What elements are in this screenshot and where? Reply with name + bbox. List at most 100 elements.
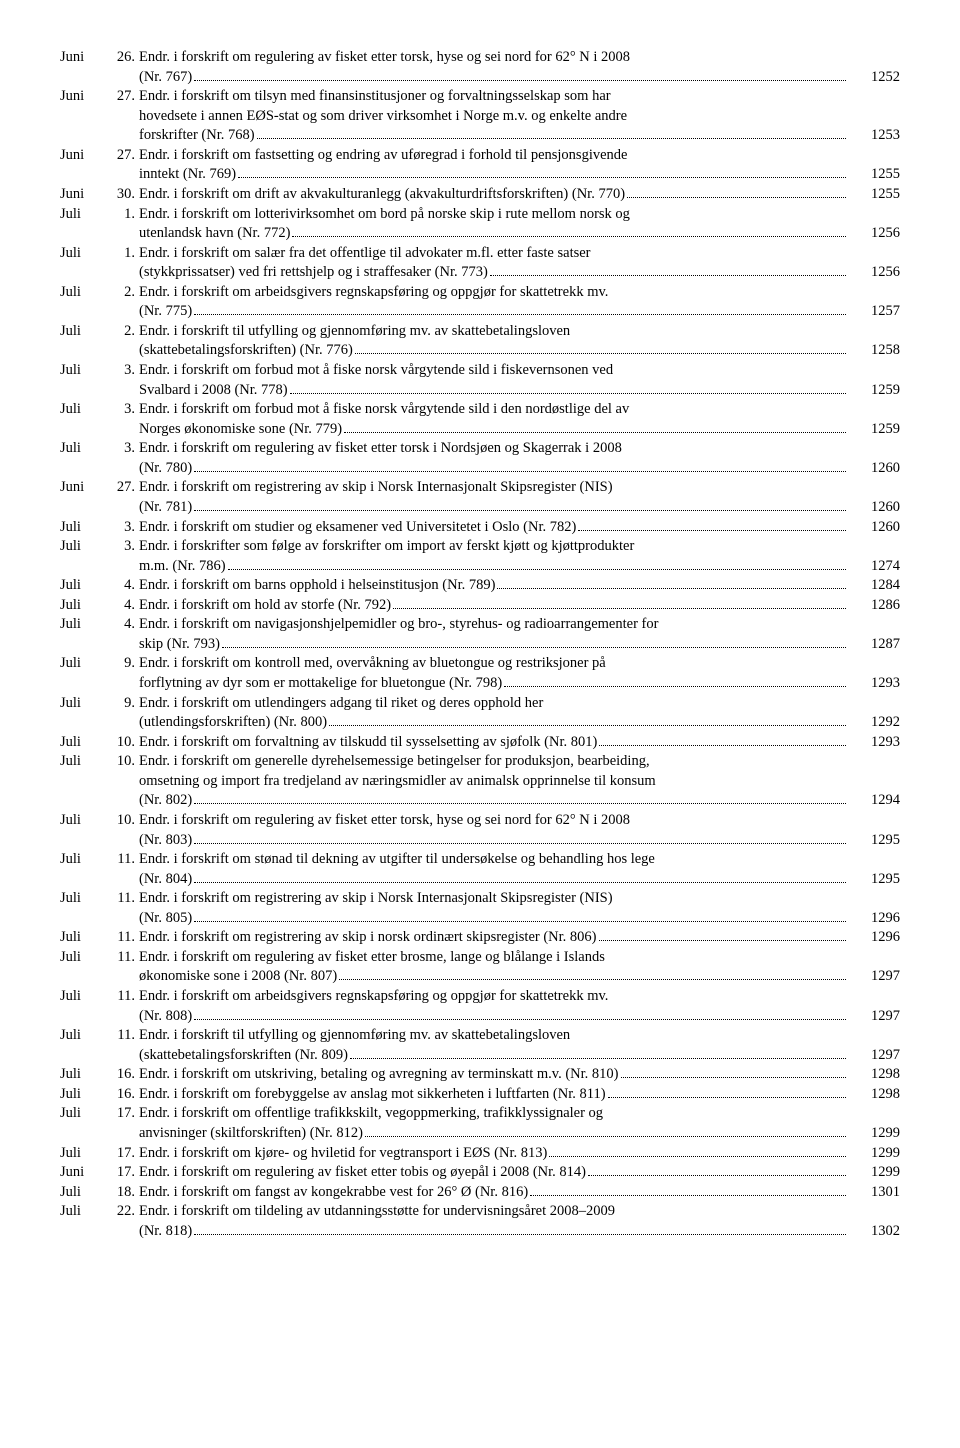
entry-body: Endr. i forskrift om salær fra det offen… — [139, 244, 900, 283]
entry-body: Endr. i forskrift om fangst av kongekrab… — [139, 1183, 900, 1203]
leader-dots — [228, 558, 846, 569]
entry-line: (Nr. 775)1257 — [139, 302, 900, 322]
entry-text: Endr. i forskrift om salær fra det offen… — [139, 244, 591, 264]
entry-text: inntekt (Nr. 769) — [139, 165, 236, 185]
entry-text: Endr. i forskrift om hold av storfe (Nr.… — [139, 596, 391, 616]
entry-month: Juli — [60, 1183, 105, 1203]
toc-entry: Juli16.Endr. i forskrift om forebyggelse… — [60, 1085, 900, 1105]
entry-line: (Nr. 781)1260 — [139, 498, 900, 518]
entry-text: forskrifter (Nr. 768) — [139, 126, 255, 146]
leader-dots — [194, 461, 846, 472]
entry-line: Endr. i forskrift om regulering av fiske… — [139, 1163, 900, 1183]
entry-day: 11. — [105, 1026, 139, 1046]
entry-body: Endr. i forskrift om stønad til dekning … — [139, 850, 900, 889]
entry-page: 1255 — [850, 185, 900, 205]
entry-text: økonomiske sone i 2008 (Nr. 807) — [139, 967, 337, 987]
entry-page: 1252 — [850, 68, 900, 88]
entry-line: (Nr. 803)1295 — [139, 831, 900, 851]
entry-day: 4. — [105, 576, 139, 596]
toc-entry: Juni17.Endr. i forskrift om regulering a… — [60, 1163, 900, 1183]
entry-text: forflytning av dyr som er mottakelige fo… — [139, 674, 502, 694]
entry-body: Endr. i forskrift om arbeidsgivers regns… — [139, 283, 900, 322]
toc-entry: Juni27.Endr. i forskrift om registrering… — [60, 478, 900, 517]
entry-day: 1. — [105, 244, 139, 264]
entry-month: Juli — [60, 928, 105, 948]
entry-text: (Nr. 805) — [139, 909, 192, 929]
leader-dots — [238, 167, 846, 178]
entry-page: 1292 — [850, 713, 900, 733]
toc-entry: Juli11.Endr. i forskrift om arbeidsgiver… — [60, 987, 900, 1026]
entry-line: Endr. i forskrift om forebyggelse av ans… — [139, 1085, 900, 1105]
entry-line: (utlendingsforskriften) (Nr. 800) 1292 — [139, 713, 900, 733]
entry-line: Endr. i forskrift om barns opphold i hel… — [139, 576, 900, 596]
entry-month: Juli — [60, 733, 105, 753]
entry-line: Endr. i forskrift om regulering av fiske… — [139, 439, 900, 459]
entry-line: Endr. i forskrift om lotterivirksomhet o… — [139, 205, 900, 225]
entry-line: Endr. i forskrift om regulering av fiske… — [139, 811, 900, 831]
entry-line: Endr. i forskrift om registrering av ski… — [139, 928, 900, 948]
entry-body: Endr. i forskrift om forvaltning av tils… — [139, 733, 900, 753]
entry-line: Endr. i forskrift til utfylling og gjenn… — [139, 322, 900, 342]
entry-page: 1259 — [850, 420, 900, 440]
leader-dots — [194, 304, 846, 315]
table-of-contents: Juni26.Endr. i forskrift om regulering a… — [60, 48, 900, 1241]
entry-line: (Nr. 805) 1296 — [139, 909, 900, 929]
toc-entry: Juli4.Endr. i forskrift om hold av storf… — [60, 596, 900, 616]
entry-text: (utlendingsforskriften) (Nr. 800) — [139, 713, 327, 733]
entry-text: Endr. i forskrift om regulering av fiske… — [139, 948, 605, 968]
entry-month: Juli — [60, 537, 105, 557]
entry-page: 1295 — [850, 831, 900, 851]
leader-dots — [355, 343, 846, 354]
entry-line: (skattebetalingsforskriften (Nr. 809)129… — [139, 1046, 900, 1066]
entry-body: Endr. i forskrift om forebyggelse av ans… — [139, 1085, 900, 1105]
entry-body: Endr. i forskrift om forbud mot å fiske … — [139, 361, 900, 400]
entry-body: Endr. i forskrift til utfylling og gjenn… — [139, 1026, 900, 1065]
entry-day: 10. — [105, 752, 139, 772]
entry-month: Juni — [60, 185, 105, 205]
entry-line: forflytning av dyr som er mottakelige fo… — [139, 674, 900, 694]
leader-dots — [290, 382, 846, 393]
entry-page: 1257 — [850, 302, 900, 322]
entry-text: Endr. i forskrift om kontroll med, overv… — [139, 654, 606, 674]
entry-day: 9. — [105, 694, 139, 714]
entry-page: 1299 — [850, 1124, 900, 1144]
entry-line: Endr. i forskrift om drift av akvakultur… — [139, 185, 900, 205]
entry-day: 3. — [105, 537, 139, 557]
entry-month: Juli — [60, 400, 105, 420]
entry-line: Endr. i forskrift om tildeling av utdann… — [139, 1202, 900, 1222]
entry-line: Endr. i forskrift om registrering av ski… — [139, 889, 900, 909]
entry-month: Juli — [60, 205, 105, 225]
entry-page: 1259 — [850, 381, 900, 401]
leader-dots — [194, 1008, 846, 1019]
entry-line: (skattebetalingsforskriften) (Nr. 776)12… — [139, 341, 900, 361]
entry-line: m.m. (Nr. 786)1274 — [139, 557, 900, 577]
leader-dots — [393, 598, 846, 609]
entry-day: 10. — [105, 733, 139, 753]
entry-line: (Nr. 767)1252 — [139, 68, 900, 88]
entry-month: Juli — [60, 518, 105, 538]
entry-day: 30. — [105, 185, 139, 205]
entry-day: 11. — [105, 889, 139, 909]
entry-text: Endr. i forskrift om regulering av fiske… — [139, 48, 630, 68]
entry-text: (stykkprissatser) ved fri rettshjelp og … — [139, 263, 488, 283]
leader-dots — [608, 1087, 846, 1098]
entry-month: Juli — [60, 752, 105, 772]
entry-text: (skattebetalingsforskriften) (Nr. 776) — [139, 341, 353, 361]
entry-month: Juli — [60, 244, 105, 264]
entry-text: Endr. i forskrift om utlendingers adgang… — [139, 694, 543, 714]
leader-dots — [194, 832, 846, 843]
entry-text: omsetning og import fra tredjeland av næ… — [139, 772, 656, 792]
entry-month: Juni — [60, 48, 105, 68]
entry-text: Endr. i forskrift om utskriving, betalin… — [139, 1065, 619, 1085]
entry-page: 1296 — [850, 909, 900, 929]
entry-page: 1293 — [850, 733, 900, 753]
entry-body: Endr. i forskrift om regulering av fiske… — [139, 48, 900, 87]
entry-text: Endr. i forskrift om studier og eksamene… — [139, 518, 576, 538]
entry-day: 18. — [105, 1183, 139, 1203]
entry-text: Endr. i forskrift til utfylling og gjenn… — [139, 322, 570, 342]
entry-text: Endr. i forskrift om tilsyn med finansin… — [139, 87, 611, 107]
entry-page: 1255 — [850, 165, 900, 185]
entry-page: 1297 — [850, 1007, 900, 1027]
leader-dots — [621, 1067, 847, 1078]
entry-text: Endr. i forskrift om stønad til dekning … — [139, 850, 655, 870]
